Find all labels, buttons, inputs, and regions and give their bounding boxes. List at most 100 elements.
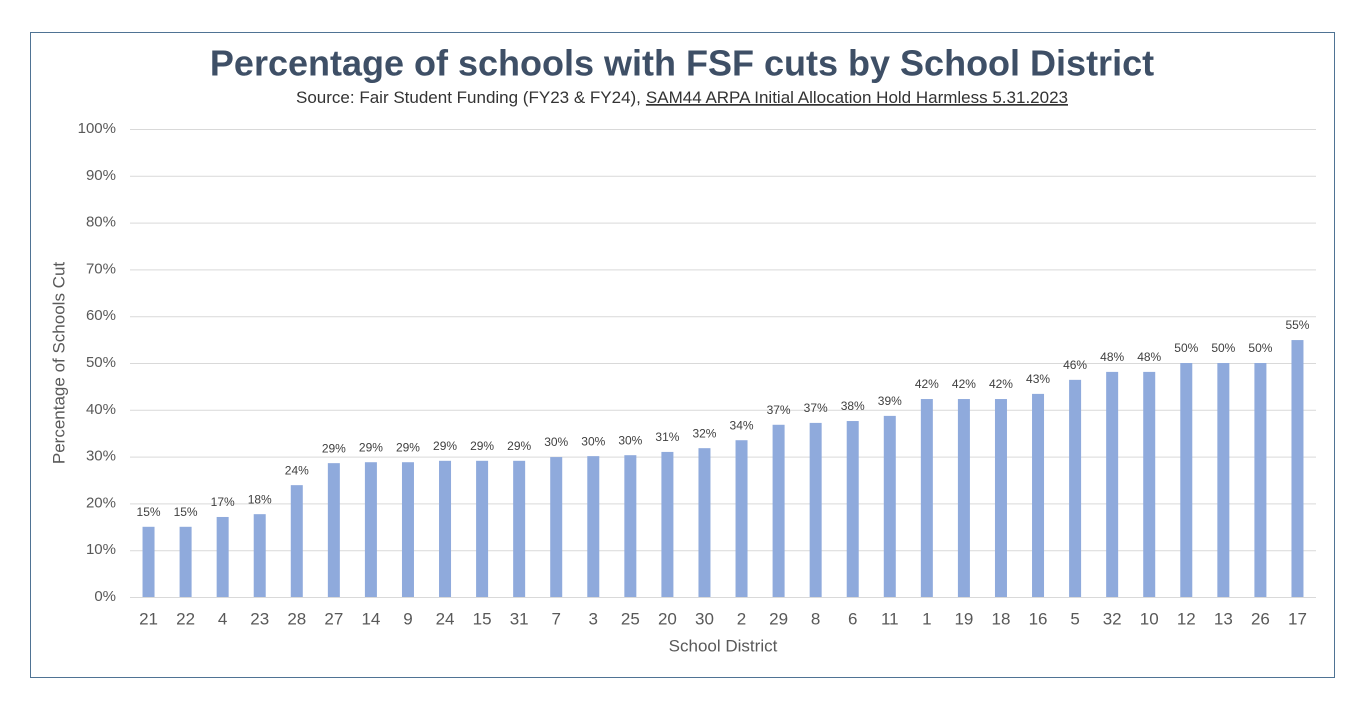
x-tick-label: 20	[658, 609, 677, 628]
value-label: 29%	[322, 441, 346, 455]
value-label: 18%	[248, 492, 272, 506]
bar	[624, 455, 637, 597]
x-tick-label: 26	[1251, 609, 1270, 628]
y-axis-label: Percentage of Schools Cut	[49, 262, 68, 465]
x-tick-label: 25	[621, 609, 640, 628]
value-label: 48%	[1100, 350, 1124, 364]
bar	[290, 485, 303, 597]
bar	[587, 456, 600, 597]
x-tick-label: 22	[176, 609, 195, 628]
bar	[1143, 371, 1156, 597]
x-tick-label: 6	[848, 609, 857, 628]
x-tick-label: 12	[1177, 609, 1196, 628]
bar	[772, 424, 785, 597]
value-label: 50%	[1211, 341, 1235, 355]
value-label: 42%	[915, 377, 939, 391]
bar	[661, 451, 674, 597]
value-label: 30%	[618, 433, 642, 447]
value-label: 24%	[285, 463, 309, 477]
bar	[327, 463, 340, 597]
x-tick-label: 11	[881, 609, 899, 628]
x-tick-label: 8	[811, 609, 820, 628]
x-tick-label: 15	[473, 609, 492, 628]
value-label: 48%	[1137, 350, 1161, 364]
x-tick-label: 5	[1070, 609, 1079, 628]
bar	[1291, 340, 1304, 597]
bar	[957, 399, 970, 597]
y-tick-label: 60%	[86, 307, 116, 324]
bar	[179, 526, 192, 597]
y-tick-label: 50%	[86, 354, 116, 371]
bar	[920, 399, 933, 597]
x-tick-label: 31	[510, 609, 529, 628]
x-tick-label: 28	[287, 609, 306, 628]
bar	[1254, 363, 1267, 597]
bar	[550, 457, 563, 597]
x-tick-label: 13	[1214, 609, 1233, 628]
x-tick-label: 7	[551, 609, 560, 628]
x-tick-label: 32	[1103, 609, 1122, 628]
subtitle-text: Source: Fair Student Funding (FY23 & FY2…	[296, 88, 641, 107]
value-label: 29%	[396, 440, 420, 454]
bar	[253, 514, 266, 597]
bar	[439, 460, 452, 597]
bar	[1106, 371, 1119, 597]
x-tick-label: 1	[922, 609, 931, 628]
bar	[216, 516, 229, 597]
x-tick-label: 23	[250, 609, 269, 628]
bar	[476, 460, 489, 597]
value-label: 31%	[655, 430, 679, 444]
value-label: 43%	[1026, 372, 1050, 386]
bar	[1180, 363, 1193, 597]
y-tick-label: 90%	[86, 167, 116, 184]
value-label: 39%	[878, 394, 902, 408]
y-tick-label: 100%	[78, 120, 116, 137]
bar	[846, 421, 859, 597]
y-tick-label: 30%	[86, 448, 116, 465]
x-tick-label: 30	[695, 609, 714, 628]
y-tick-label: 10%	[86, 541, 116, 558]
bar	[1069, 379, 1082, 597]
value-label: 15%	[137, 505, 161, 519]
x-tick-label: 29	[769, 609, 788, 628]
chart-title: Percentage of schools with FSF cuts by S…	[210, 43, 1154, 84]
x-tick-label: 9	[403, 609, 412, 628]
value-label: 42%	[952, 377, 976, 391]
bar	[883, 415, 896, 597]
value-label: 15%	[174, 505, 198, 519]
value-label: 50%	[1248, 341, 1272, 355]
x-tick-label: 18	[992, 609, 1011, 628]
value-label: 30%	[581, 434, 605, 448]
bar	[401, 462, 414, 597]
x-tick-label: 14	[361, 609, 380, 628]
bar	[1217, 363, 1230, 597]
y-tick-label: 70%	[86, 260, 116, 277]
bar	[735, 440, 748, 597]
y-tick-label: 20%	[86, 494, 116, 511]
chart-subtitle: Source: Fair Student Funding (FY23 & FY2…	[296, 88, 1068, 107]
y-tick-label: 80%	[86, 214, 116, 231]
y-tick-label: 40%	[86, 401, 116, 418]
value-label: 17%	[211, 495, 235, 509]
value-label: 37%	[767, 403, 791, 417]
value-label: 30%	[544, 435, 568, 449]
x-tick-label: 24	[436, 609, 455, 628]
x-tick-label: 17	[1288, 609, 1307, 628]
value-label: 29%	[470, 439, 494, 453]
bar	[1032, 393, 1045, 597]
bar	[142, 526, 155, 597]
value-label: 29%	[433, 439, 457, 453]
x-axis-label: School District	[669, 636, 778, 655]
value-label: 46%	[1063, 358, 1087, 372]
subtitle-link[interactable]: SAM44 ARPA Initial Allocation Hold Harml…	[646, 88, 1068, 107]
x-tick-label: 4	[218, 609, 227, 628]
x-tick-label: 27	[324, 609, 343, 628]
value-label: 37%	[804, 401, 828, 415]
value-label: 55%	[1285, 318, 1309, 332]
bar	[364, 462, 377, 597]
bar	[513, 460, 526, 597]
bar	[698, 448, 711, 597]
value-label: 29%	[359, 440, 383, 454]
